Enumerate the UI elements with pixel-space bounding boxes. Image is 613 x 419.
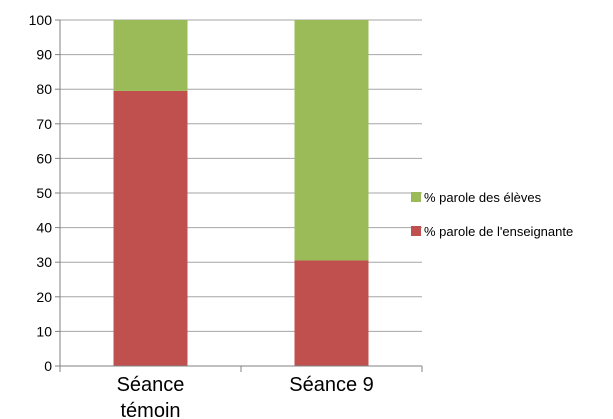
category-labels: Séance témoin Séance 9 <box>117 374 374 419</box>
y-tick-label: 100 <box>29 12 53 28</box>
axes <box>55 19 423 372</box>
legend: % parole des élèves % parole de l'enseign… <box>411 190 573 239</box>
y-tick-label: 20 <box>36 289 52 305</box>
y-tick-label: 30 <box>36 254 52 270</box>
y-tick-label: 60 <box>36 150 52 166</box>
y-tick-label: 90 <box>36 47 52 63</box>
bar-segment <box>294 20 369 261</box>
y-tick-label: 10 <box>36 323 52 339</box>
y-tick-label: 80 <box>36 81 52 97</box>
y-tick-label: 40 <box>36 220 52 236</box>
bar-segment <box>294 260 369 366</box>
bars <box>113 20 369 367</box>
category-label: Séance 9 <box>289 374 374 396</box>
y-tick-label: 0 <box>44 358 52 374</box>
legend-swatch <box>411 192 421 202</box>
legend-swatch <box>411 226 421 236</box>
y-tick-labels: 0 10 20 30 40 50 60 70 80 90 100 <box>29 12 53 374</box>
category-label: témoin <box>120 400 180 419</box>
bar-segment <box>113 20 188 91</box>
legend-label: % parole de l'enseignante <box>424 224 573 239</box>
legend-label: % parole des élèves <box>424 190 542 205</box>
category-label: Séance <box>117 374 185 396</box>
y-tick-label: 70 <box>36 116 52 132</box>
y-tick-label: 50 <box>36 185 52 201</box>
bar-segment <box>113 90 188 367</box>
